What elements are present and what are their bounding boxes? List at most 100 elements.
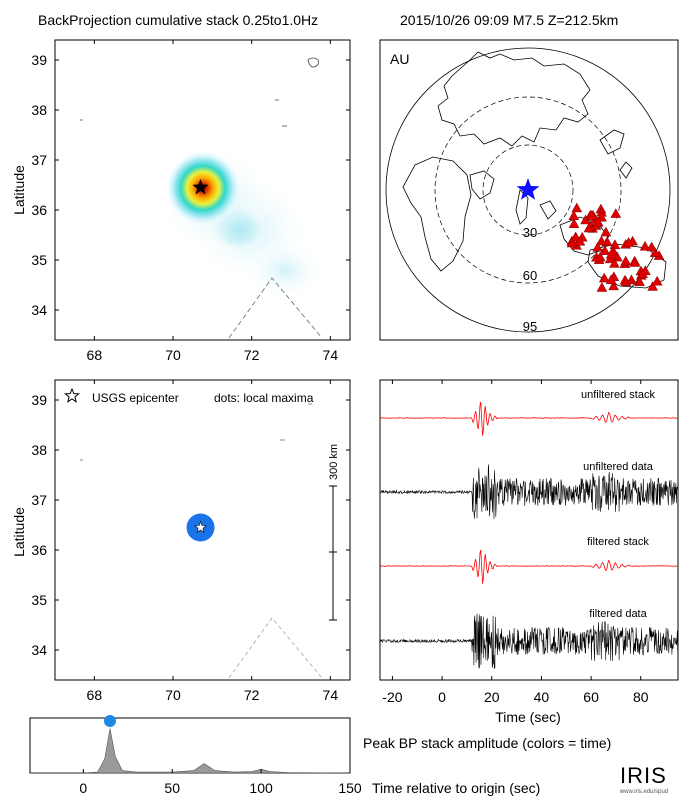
station-triangle-icon — [639, 240, 651, 251]
station-triangle-icon — [605, 248, 617, 259]
station-triangle-icon — [571, 202, 583, 213]
station-triangle-icon — [608, 280, 619, 291]
iris-logo: IRIS www.iris.edu/spud — [619, 763, 668, 795]
x-tick-label: 74 — [323, 687, 339, 703]
trace-x-tick-label: 20 — [484, 689, 500, 705]
peak-panel: 0 50 100 150 Peak BP stack amplitude (color… — [29, 715, 611, 796]
ring-label-60: 60 — [523, 268, 537, 283]
station-triangle-icon — [637, 268, 649, 278]
station-triangle-icon — [592, 242, 603, 252]
peak-x-tick-label: 150 — [338, 780, 362, 796]
station-triangle-icon — [649, 247, 661, 257]
maxima-field — [80, 403, 323, 679]
x-tick-label: 74 — [323, 347, 339, 363]
filtered-data-trace — [379, 613, 678, 669]
station-triangle-icon — [570, 231, 582, 242]
unfiltered-stack-trace — [379, 401, 678, 436]
heatmap-axes: 68 70 72 74 34 35 36 37 38 39 — [31, 40, 350, 363]
peak-x-tick-label: 50 — [164, 780, 180, 796]
heatmap-field — [80, 57, 325, 339]
y-tick-label: 39 — [31, 52, 47, 68]
filtered-stack-trace — [379, 549, 678, 584]
coastline-mark — [307, 57, 319, 68]
maxima-panel: 68 70 72 74 34 35 36 37 38 39 Latitude USGS epice… — [11, 379, 351, 703]
legend-epicenter: USGS epicenter — [92, 391, 179, 405]
station-triangle-icon — [651, 275, 663, 286]
trace-xlabel: Time (sec) — [495, 709, 561, 725]
station-triangle-icon — [646, 241, 657, 252]
continent-outline — [437, 51, 591, 147]
trace-frame — [379, 379, 679, 681]
globe-outline — [385, 47, 671, 333]
trace-x-axis: -20 0 20 40 60 80 — [382, 380, 649, 705]
network-label: AU — [390, 51, 409, 67]
station-triangle-icon — [634, 276, 645, 286]
event-info: 2015/10/26 09:09 M7.5 Z=212.5km — [400, 12, 618, 28]
station-triangle-icon — [574, 235, 586, 246]
continent-outline — [402, 156, 472, 272]
peak-x-tick-label: 100 — [249, 780, 273, 796]
continent-outline — [469, 170, 557, 225]
station-triangle-icon — [629, 257, 641, 267]
unfiltered-data-trace — [379, 464, 678, 520]
y-tick-label: 34 — [31, 642, 47, 658]
y-tick-label: 39 — [31, 392, 47, 408]
trace-x-tick-label: 0 — [438, 689, 446, 705]
scale-bar — [329, 485, 337, 621]
ylabel-bottom: Latitude — [11, 507, 27, 557]
maxima-frame — [54, 379, 351, 681]
y-tick-label: 37 — [31, 152, 47, 168]
station-triangle-icon — [626, 274, 637, 285]
station-triangle-icon — [600, 226, 612, 237]
station-triangle-icon — [620, 255, 632, 266]
globe-frame — [379, 39, 679, 341]
ring-label-95: 95 — [523, 319, 537, 334]
station-triangle-icon — [583, 222, 595, 233]
station-triangle-icon — [596, 235, 607, 246]
trace-x-tick-label: 40 — [534, 689, 550, 705]
station-triangle-icon — [594, 251, 606, 262]
border-line — [228, 277, 323, 339]
maxima-axes: 68 70 72 74 34 35 36 37 38 39 — [31, 380, 350, 703]
y-tick-label: 36 — [31, 542, 47, 558]
station-triangle-icon — [609, 258, 620, 268]
x-tick-label: 72 — [244, 687, 260, 703]
station-triangle-icon — [599, 245, 611, 255]
coastline-mark — [80, 403, 312, 461]
station-triangle-icon — [623, 237, 634, 247]
legend-maxima: dots: local maxima — [214, 391, 314, 405]
station-triangle-icon — [586, 210, 597, 220]
station-triangle-icon — [610, 208, 622, 218]
legend-star-icon — [63, 387, 81, 403]
trace-lines — [379, 401, 678, 669]
station-triangle-icon — [566, 237, 578, 248]
station-triangle-icon — [568, 218, 580, 228]
star-icon — [192, 178, 209, 195]
peak-x-axis: 0 50 100 150 — [79, 769, 362, 796]
trace-panel: unfiltered stack unfiltered data filtere… — [379, 379, 679, 725]
globe-panel: AU 30 60 95 — [379, 39, 679, 341]
peak-title: Peak BP stack amplitude (colors = time) — [363, 735, 611, 751]
x-tick-label: 68 — [87, 687, 103, 703]
y-tick-label: 37 — [31, 492, 47, 508]
distance-ring-30 — [482, 144, 574, 236]
trace-x-tick-label: -20 — [382, 689, 402, 705]
figure-title: BackProjection cumulative stack 0.25to1.… — [38, 12, 318, 28]
logo-url: www.iris.edu/spud — [619, 789, 668, 795]
ring-label-30: 30 — [523, 225, 537, 240]
x-tick-label: 70 — [165, 347, 181, 363]
y-tick-label: 34 — [31, 302, 47, 318]
trace-label-unfiltered-data: unfiltered data — [583, 461, 654, 473]
x-tick-label: 68 — [87, 347, 103, 363]
scale-label: 300 km — [328, 444, 340, 480]
heat-blob-far — [245, 240, 325, 300]
coastline-mark — [80, 99, 287, 127]
y-tick-label: 38 — [31, 442, 47, 458]
station-triangle-icon — [598, 272, 610, 283]
y-tick-label: 35 — [31, 252, 47, 268]
trace-label-filtered-data: filtered data — [589, 608, 647, 620]
distance-ring-60 — [434, 96, 622, 284]
peak-xlabel: Time relative to origin (sec) — [372, 780, 540, 796]
station-triangle-icon — [596, 282, 608, 292]
